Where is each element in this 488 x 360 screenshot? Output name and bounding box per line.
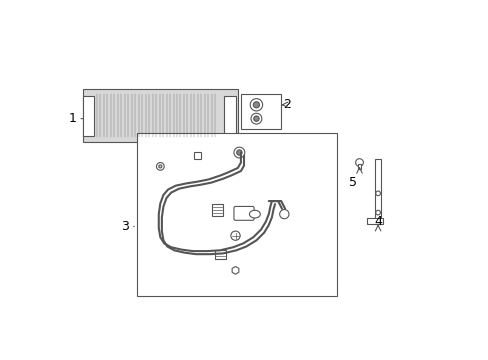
Bar [82,89,237,142]
Bar [82,95,94,136]
Ellipse shape [249,210,260,218]
Circle shape [156,163,164,170]
Bar [366,218,382,224]
Circle shape [253,116,259,121]
Text: 4: 4 [373,215,381,228]
Bar [214,249,226,259]
Bar [194,152,201,159]
Circle shape [375,191,380,195]
Circle shape [236,150,242,155]
Circle shape [250,99,262,111]
Circle shape [355,159,363,166]
Circle shape [230,231,240,240]
Bar [137,132,336,296]
Text: 3: 3 [121,220,129,233]
FancyBboxPatch shape [233,206,254,220]
Circle shape [279,210,288,219]
Bar [374,159,381,224]
Circle shape [250,113,261,124]
Bar [357,164,360,169]
Text: 2: 2 [283,98,291,111]
Circle shape [159,165,162,168]
Circle shape [253,102,259,108]
Bar [241,94,281,130]
Text: 1: 1 [69,112,77,125]
Bar [224,95,236,136]
Text: 5: 5 [348,176,357,189]
Bar [212,204,223,216]
Circle shape [233,147,244,158]
Circle shape [375,210,380,215]
